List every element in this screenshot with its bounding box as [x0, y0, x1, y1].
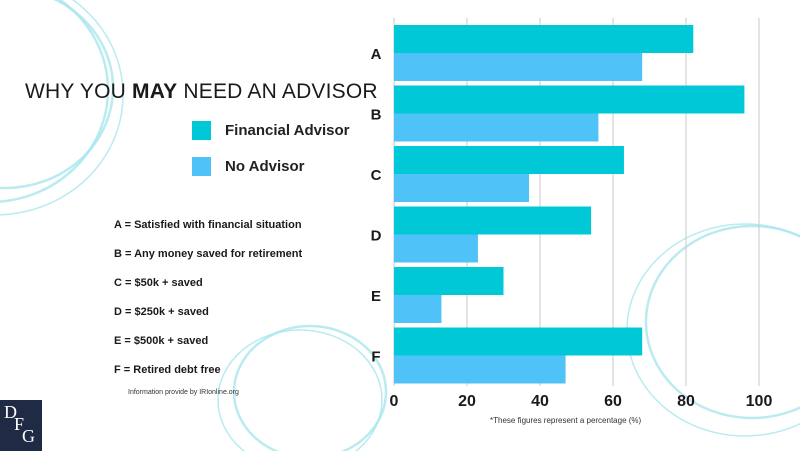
key-item-b: B = Any money saved for retirement — [114, 248, 303, 260]
chart-footnote: *These figures represent a percentage (%… — [490, 416, 642, 425]
x-tick-label: 0 — [390, 393, 399, 410]
legend-swatch-no-advisor — [192, 157, 211, 176]
logo-letter-f: F — [14, 414, 25, 434]
bar-e-no-advisor — [394, 295, 442, 323]
category-label-c: C — [371, 167, 382, 184]
x-tick-label: 80 — [677, 393, 695, 410]
legend-label-financial-advisor: Financial Advisor — [225, 122, 350, 139]
swirl-ring — [0, 0, 115, 190]
bar-b-no-advisor — [394, 113, 599, 142]
bar-d-no-advisor — [394, 234, 478, 263]
bar-f-no-advisor — [394, 355, 566, 384]
swirl-ring — [0, 0, 110, 203]
swirl-ring — [644, 224, 800, 420]
logo-letter-g: G — [22, 426, 35, 446]
legend-item-no-advisor: No Advisor — [192, 157, 304, 176]
bar-c-financial-advisor — [394, 146, 624, 174]
key-item-d: D = $250k + saved — [114, 306, 209, 318]
swirl-ring — [0, 0, 124, 216]
category-label-d: D — [371, 228, 382, 245]
bar-a-financial-advisor — [394, 25, 694, 53]
x-tick-label: 60 — [604, 393, 622, 410]
bar-a-no-advisor — [394, 53, 643, 81]
category-label-f: F — [371, 349, 380, 366]
x-tick-label: 100 — [746, 393, 773, 410]
bar-e-financial-advisor — [394, 267, 504, 295]
logo-letter-d: D — [4, 402, 17, 422]
legend-item-financial-advisor: Financial Advisor — [192, 121, 349, 140]
bar-c-no-advisor — [394, 174, 530, 202]
source-credit: Information provide by IRIonline.org — [128, 389, 239, 396]
key-item-e: E = $500k + saved — [114, 335, 209, 347]
swirl-ring — [217, 329, 383, 451]
bar-f-financial-advisor — [394, 327, 643, 356]
bar-d-financial-advisor — [394, 206, 592, 235]
key-item-f: F = Retired debt free — [114, 364, 221, 376]
key-item-c: C = $50k + saved — [114, 277, 203, 289]
logo: D F G — [0, 400, 42, 451]
key-item-a: A = Satisfied with financial situation — [114, 219, 302, 231]
bar-b-financial-advisor — [394, 85, 745, 114]
bar-chart: A B C D E F 0 20 40 60 80 100 — [371, 18, 773, 410]
swirl-ring — [232, 324, 388, 451]
x-tick-label: 40 — [531, 393, 549, 410]
category-label-a: A — [371, 46, 382, 63]
legend-label-no-advisor: No Advisor — [225, 158, 305, 175]
category-label-b: B — [371, 107, 382, 124]
page-title: WHY YOU MAY NEED AN ADVISOR — [25, 80, 378, 103]
category-label-e: E — [371, 288, 381, 305]
legend-swatch-financial-advisor — [192, 121, 211, 140]
x-tick-label: 20 — [458, 393, 476, 410]
